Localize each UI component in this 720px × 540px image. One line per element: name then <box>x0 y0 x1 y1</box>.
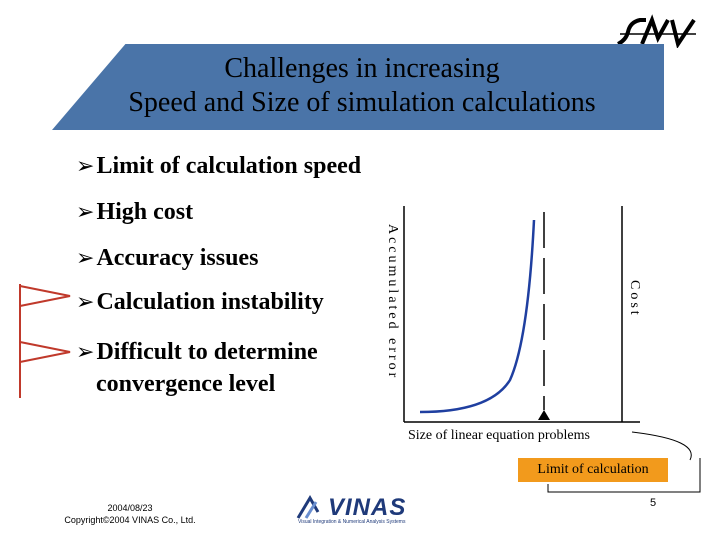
limit-of-calculation-badge: Limit of calculation <box>518 458 668 482</box>
arrow-bullet-icon: ➢ <box>76 246 95 271</box>
bullet-cost: ➢High cost <box>76 199 194 225</box>
vinas-tagline: Visual Integration & Numerical Analysis … <box>298 519 406 525</box>
y-axis-label: Accumulated error <box>385 224 400 381</box>
error-curve <box>419 219 536 414</box>
bullet-speed: ➢Limit of calculation speed <box>76 153 362 179</box>
bullet-instability: ➢Calculation instability <box>76 289 324 315</box>
bullet-accuracy: ➢Accuracy issues <box>76 245 259 271</box>
bullet-convergence: ➢Difficult to determine <box>76 339 318 365</box>
footer-info: 2004/08/23 Copyright©2004 VINAS Co., Ltd… <box>60 502 200 526</box>
footer-copyright: Copyright©2004 VINAS Co., Ltd. <box>64 515 196 525</box>
limit-connector <box>631 431 692 461</box>
page-number: 5 <box>650 497 657 509</box>
slide-title: Challenges in increasing Speed and Size … <box>60 52 664 120</box>
footer-date: 2004/08/23 <box>107 503 153 513</box>
title-line-1: Challenges in increasing <box>224 53 500 84</box>
vinas-logo-icon <box>296 495 320 519</box>
red-flag-icon <box>19 284 71 342</box>
cost-label: Cost <box>627 280 642 318</box>
x-axis-label: Size of linear equation problems <box>408 428 590 443</box>
arrow-bullet-icon: ➢ <box>76 200 95 225</box>
limit-marker <box>538 410 550 420</box>
vinas-wordmark: VINAS <box>328 494 407 521</box>
smt-logo-icon <box>617 14 696 48</box>
arrow-bullet-icon: ➢ <box>76 290 95 315</box>
bullet-convergence-continued: convergence level <box>96 371 276 397</box>
limit-pointer <box>547 458 701 493</box>
arrow-bullet-icon: ➢ <box>76 154 95 179</box>
title-banner <box>52 44 664 130</box>
title-line-2: Speed and Size of simulation calculation… <box>128 87 596 118</box>
red-flag-icon <box>19 340 71 398</box>
arrow-bullet-icon: ➢ <box>76 340 95 365</box>
